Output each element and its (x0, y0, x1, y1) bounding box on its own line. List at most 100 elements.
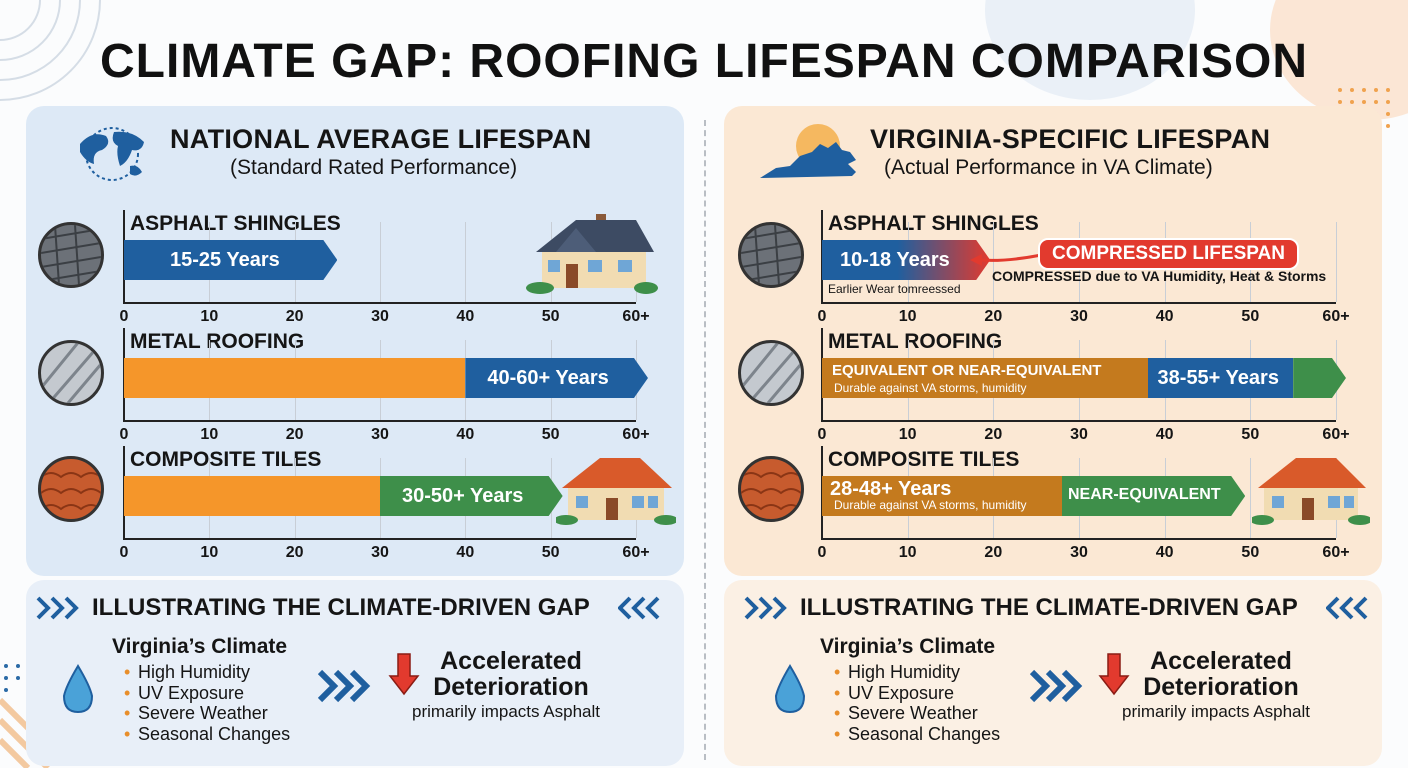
baseline-bar (124, 358, 466, 398)
x-tick-label: 50 (1241, 308, 1260, 325)
gap-title: ILLUSTRATING THE CLIMATE-DRIVEN GAP (92, 594, 590, 621)
climate-factor: UV Exposure (124, 683, 290, 704)
metal-roofing-icon (38, 340, 104, 406)
x-tick-label: 10 (200, 544, 219, 561)
x-tick-label: 40 (1155, 308, 1174, 325)
chevrons-right-icon (318, 669, 371, 703)
category-label: COMPOSITE TILES (828, 448, 1020, 471)
asphalt-shingle-icon (38, 222, 104, 288)
x-tick-label: 40 (456, 308, 475, 325)
x-axis-line (124, 420, 636, 422)
lifespan-bar (380, 476, 563, 516)
climate-factor: High Humidity (834, 662, 1000, 683)
x-tick-label: 60+ (622, 308, 650, 325)
virginia-heading: VIRGINIA-SPECIFIC LIFESPAN (870, 124, 1271, 154)
x-tick-label: 60+ (622, 544, 650, 561)
x-tick-label: 60+ (1322, 544, 1350, 561)
x-tick-label: 50 (541, 426, 560, 443)
asphalt-shingle-icon (738, 222, 804, 288)
category-label: ASPHALT SHINGLES (130, 212, 341, 235)
climate-factor: Severe Weather (124, 703, 290, 724)
lifespan-bar (465, 358, 648, 398)
x-tick-label: 40 (456, 426, 475, 443)
climate-factor: High Humidity (124, 662, 290, 683)
x-tick-label: 60+ (622, 426, 650, 443)
category-label: ASPHALT SHINGLES (828, 212, 1039, 235)
climate-heading: Virginia’s Climate (112, 635, 288, 658)
metal-roofing-icon (738, 340, 804, 406)
national-heading: NATIONAL AVERAGE LIFESPAN (170, 124, 592, 154)
x-tick-label: 40 (1155, 544, 1174, 561)
house-icon (526, 214, 658, 294)
x-tick-label: 40 (456, 544, 475, 561)
globe-icon (80, 127, 144, 181)
x-tick-label: 60+ (1322, 308, 1350, 325)
x-tick-label: 30 (1070, 308, 1088, 325)
national-subheading: (Standard Rated Performance) (230, 156, 518, 179)
composite-tile-icon (738, 456, 804, 522)
grid-line (1336, 222, 1337, 302)
grid-line (993, 222, 995, 302)
category-label: COMPOSITE TILES (130, 448, 322, 471)
virginia-subheading: (Actual Performance in VA Climate) (884, 156, 1213, 179)
chevrons-right-icon (36, 596, 79, 620)
lifespan-bar (1062, 476, 1245, 516)
chevrons-right-icon (1030, 669, 1083, 703)
x-tick-label: 30 (371, 426, 389, 443)
compressed-note: COMPRESSED due to VA Humidity, Heat & St… (992, 268, 1327, 284)
x-tick-label: 10 (898, 426, 917, 443)
x-tick-label: 20 (285, 426, 304, 443)
x-axis-line (124, 538, 636, 540)
page-title: CLIMATE GAP: ROOFING LIFESPAN COMPARISON (100, 35, 1308, 88)
x-tick-label: 20 (285, 544, 304, 561)
climate-factor: Severe Weather (834, 703, 1000, 724)
down-arrow-icon (388, 653, 420, 696)
x-axis-line (822, 538, 1336, 540)
grid-line (465, 222, 467, 302)
house-icon (556, 458, 676, 525)
climate-heading: Virginia’s Climate (820, 635, 996, 658)
climate-factor-list: High Humidity UV Exposure Severe Weather… (834, 662, 1000, 744)
metal-equivalent-title: EQUIVALENT OR NEAR-EQUIVALENT (832, 362, 1102, 379)
x-tick-label: 10 (200, 426, 219, 443)
x-tick-label: 20 (984, 308, 1003, 325)
composite-durable-sub: Durable against VA storms, humidity (834, 498, 1027, 512)
x-tick-label: 10 (898, 308, 917, 325)
x-tick-label: 0 (817, 544, 827, 561)
x-tick-label: 0 (817, 426, 827, 443)
chevrons-left-icon (1326, 596, 1368, 620)
metal-equivalent-sub: Durable against VA storms, humidity (834, 381, 1027, 395)
x-tick-label: 50 (541, 308, 560, 325)
grid-line (1250, 458, 1252, 538)
lifespan-bar (822, 240, 990, 280)
bar-value-label: 15-25 Years (170, 249, 280, 271)
down-arrow-icon (1098, 653, 1130, 696)
gap-title: ILLUSTRATING THE CLIMATE-DRIVEN GAP (800, 594, 1298, 621)
x-tick-label: 50 (541, 544, 560, 561)
x-tick-label: 30 (1070, 426, 1088, 443)
accelerated-deterioration: Accelerated Deterioration (1143, 647, 1299, 701)
virginia-map-icon (760, 124, 856, 178)
climate-factor: Seasonal Changes (834, 724, 1000, 745)
accelerated-deterioration-sub: primarily impacts Asphalt (412, 702, 601, 721)
x-tick-label: 10 (898, 544, 917, 561)
bar-value-label: 38-55+ Years (1157, 367, 1279, 389)
bar-value-label: 40-60+ Years (487, 367, 609, 389)
bar-value-label: 28-48+ Years (830, 478, 952, 500)
x-axis-line (124, 302, 636, 304)
x-axis-line (822, 302, 1336, 304)
chevrons-right-icon (744, 596, 787, 620)
accelerated-deterioration-sub: primarily impacts Asphalt (1122, 702, 1311, 721)
x-tick-label: 30 (371, 308, 389, 325)
compressed-arrow-icon (970, 252, 1047, 266)
bar-value-label: 10-18 Years (840, 249, 950, 271)
baseline-bar (124, 476, 380, 516)
baseline-bar (822, 358, 1148, 398)
x-tick-label: 20 (984, 426, 1003, 443)
x-tick-label: 20 (984, 544, 1003, 561)
x-tick-label: 0 (817, 308, 827, 325)
climate-factor-list: High Humidity UV Exposure Severe Weather… (124, 662, 290, 744)
house-icon (1252, 458, 1370, 525)
chevrons-left-icon (618, 596, 660, 620)
composite-tile-icon (38, 456, 104, 522)
